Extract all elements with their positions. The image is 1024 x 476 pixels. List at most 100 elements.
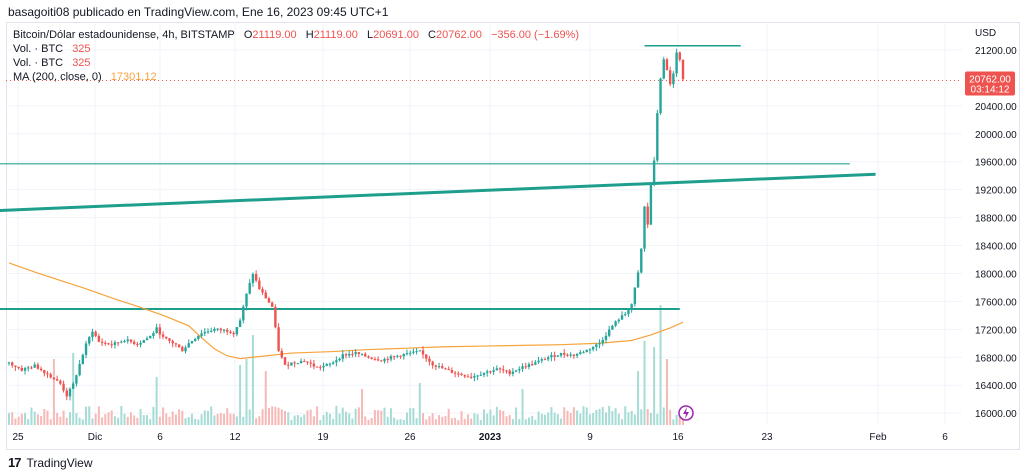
candle-body <box>88 337 91 344</box>
flash-icon[interactable] <box>678 405 694 421</box>
candle-body <box>184 347 187 352</box>
x-tick-label: Feb <box>869 432 887 443</box>
y-tick-label: 16400.00 <box>975 381 1017 392</box>
candle-body <box>364 353 367 357</box>
candle-body <box>277 327 280 351</box>
price-tag-value: 20762.00 <box>969 75 1011 86</box>
candle-body <box>466 376 470 378</box>
candle-body <box>78 363 81 376</box>
volume-bar <box>540 413 543 425</box>
volume-bar <box>389 408 392 425</box>
volume-bar <box>598 408 601 425</box>
candle-body <box>280 350 284 358</box>
volume-bar <box>351 418 354 425</box>
volume-bars <box>8 305 684 425</box>
candle-body <box>508 370 511 374</box>
volume-bar <box>136 417 139 425</box>
footer: 17 TradingView <box>8 455 93 470</box>
candle-body <box>672 73 675 85</box>
candle-body <box>94 331 97 336</box>
candle-body <box>460 373 463 376</box>
h-value: 21119.00 <box>313 29 358 41</box>
volume-bar <box>162 407 165 425</box>
volume-bar <box>377 410 380 425</box>
vol-value: 325 <box>72 43 91 55</box>
candle-body <box>476 375 479 377</box>
drawn-lines[interactable] <box>0 44 876 311</box>
volume-bar <box>502 410 505 425</box>
volume-bar <box>52 359 55 425</box>
candle-body <box>633 287 637 305</box>
x-tick-label: 6 <box>157 432 163 443</box>
candle-body <box>489 371 492 373</box>
tradingview-logo-icon: 17 <box>8 455 22 470</box>
candle-body <box>181 346 184 352</box>
volume-bar <box>203 410 206 425</box>
volume-bar <box>290 419 293 425</box>
price-tag-countdown: 03:14:12 <box>971 85 1010 96</box>
volume-bar <box>14 418 17 425</box>
volume-bar <box>223 413 226 425</box>
candle-body <box>7 362 11 364</box>
candle-body <box>245 293 248 307</box>
symbol-label[interactable]: Bitcoin/Dólar estadounidense, 4h, BITSTA… <box>13 29 235 41</box>
candle-body <box>75 375 78 384</box>
volume-bar <box>515 407 518 425</box>
volume-bar <box>592 413 595 425</box>
volume-bar <box>383 407 386 425</box>
volume-bar <box>261 409 264 425</box>
volume-bar <box>187 416 190 425</box>
candle-body <box>149 335 152 339</box>
volume-bar <box>267 407 270 425</box>
x-tick-label: 25 <box>12 432 24 443</box>
volume-bar <box>322 415 325 425</box>
volume-bar <box>518 419 521 425</box>
volume-bar <box>441 416 444 425</box>
volume-bar <box>386 416 389 425</box>
candle-body <box>553 355 556 357</box>
legend-vol-2[interactable]: Vol. · BTC 325 <box>13 56 579 70</box>
candle-body <box>547 357 550 360</box>
volume-bar <box>197 419 200 425</box>
candle-body <box>405 353 409 355</box>
legend-vol-1[interactable]: Vol. · BTC 325 <box>13 42 579 56</box>
candle-body <box>540 359 543 361</box>
x-tick-label: 12 <box>229 432 241 443</box>
legend-ma[interactable]: MA (200, close, 0) 17301.12 <box>13 70 579 84</box>
y-tick-label: 19600.00 <box>975 158 1017 169</box>
candle-body <box>287 364 290 366</box>
volume-bar <box>444 415 447 425</box>
candle-body <box>434 365 438 367</box>
volume-bar <box>633 414 636 425</box>
candle-body <box>193 339 197 342</box>
volume-bar <box>678 413 681 425</box>
candle-body <box>665 59 669 71</box>
volume-bar <box>11 412 14 425</box>
volume-bar <box>640 409 643 425</box>
volume-bar <box>354 408 357 425</box>
volume-bar <box>531 415 534 425</box>
volume-bar <box>402 419 405 425</box>
candle-body <box>534 362 537 365</box>
y-tick-label: 18400.00 <box>975 242 1017 253</box>
volume-bar <box>617 413 620 425</box>
candle-body <box>431 361 434 366</box>
candle-body <box>213 328 216 331</box>
volume-bar <box>646 408 649 425</box>
ma-line <box>8 262 684 360</box>
volume-bar <box>415 418 418 425</box>
volume-bar <box>325 411 328 425</box>
volume-bar <box>312 416 315 425</box>
volume-bar <box>328 413 331 425</box>
candle-body <box>479 374 482 376</box>
y-tick-label: 19200.00 <box>975 186 1017 197</box>
candle-body <box>566 354 569 356</box>
volume-bar <box>59 416 62 425</box>
volume-bar <box>466 414 469 425</box>
candle-body <box>62 383 65 391</box>
candle-body <box>68 388 72 397</box>
volume-bar <box>422 413 425 425</box>
candle-body <box>328 363 332 365</box>
volume-bar <box>303 414 306 425</box>
